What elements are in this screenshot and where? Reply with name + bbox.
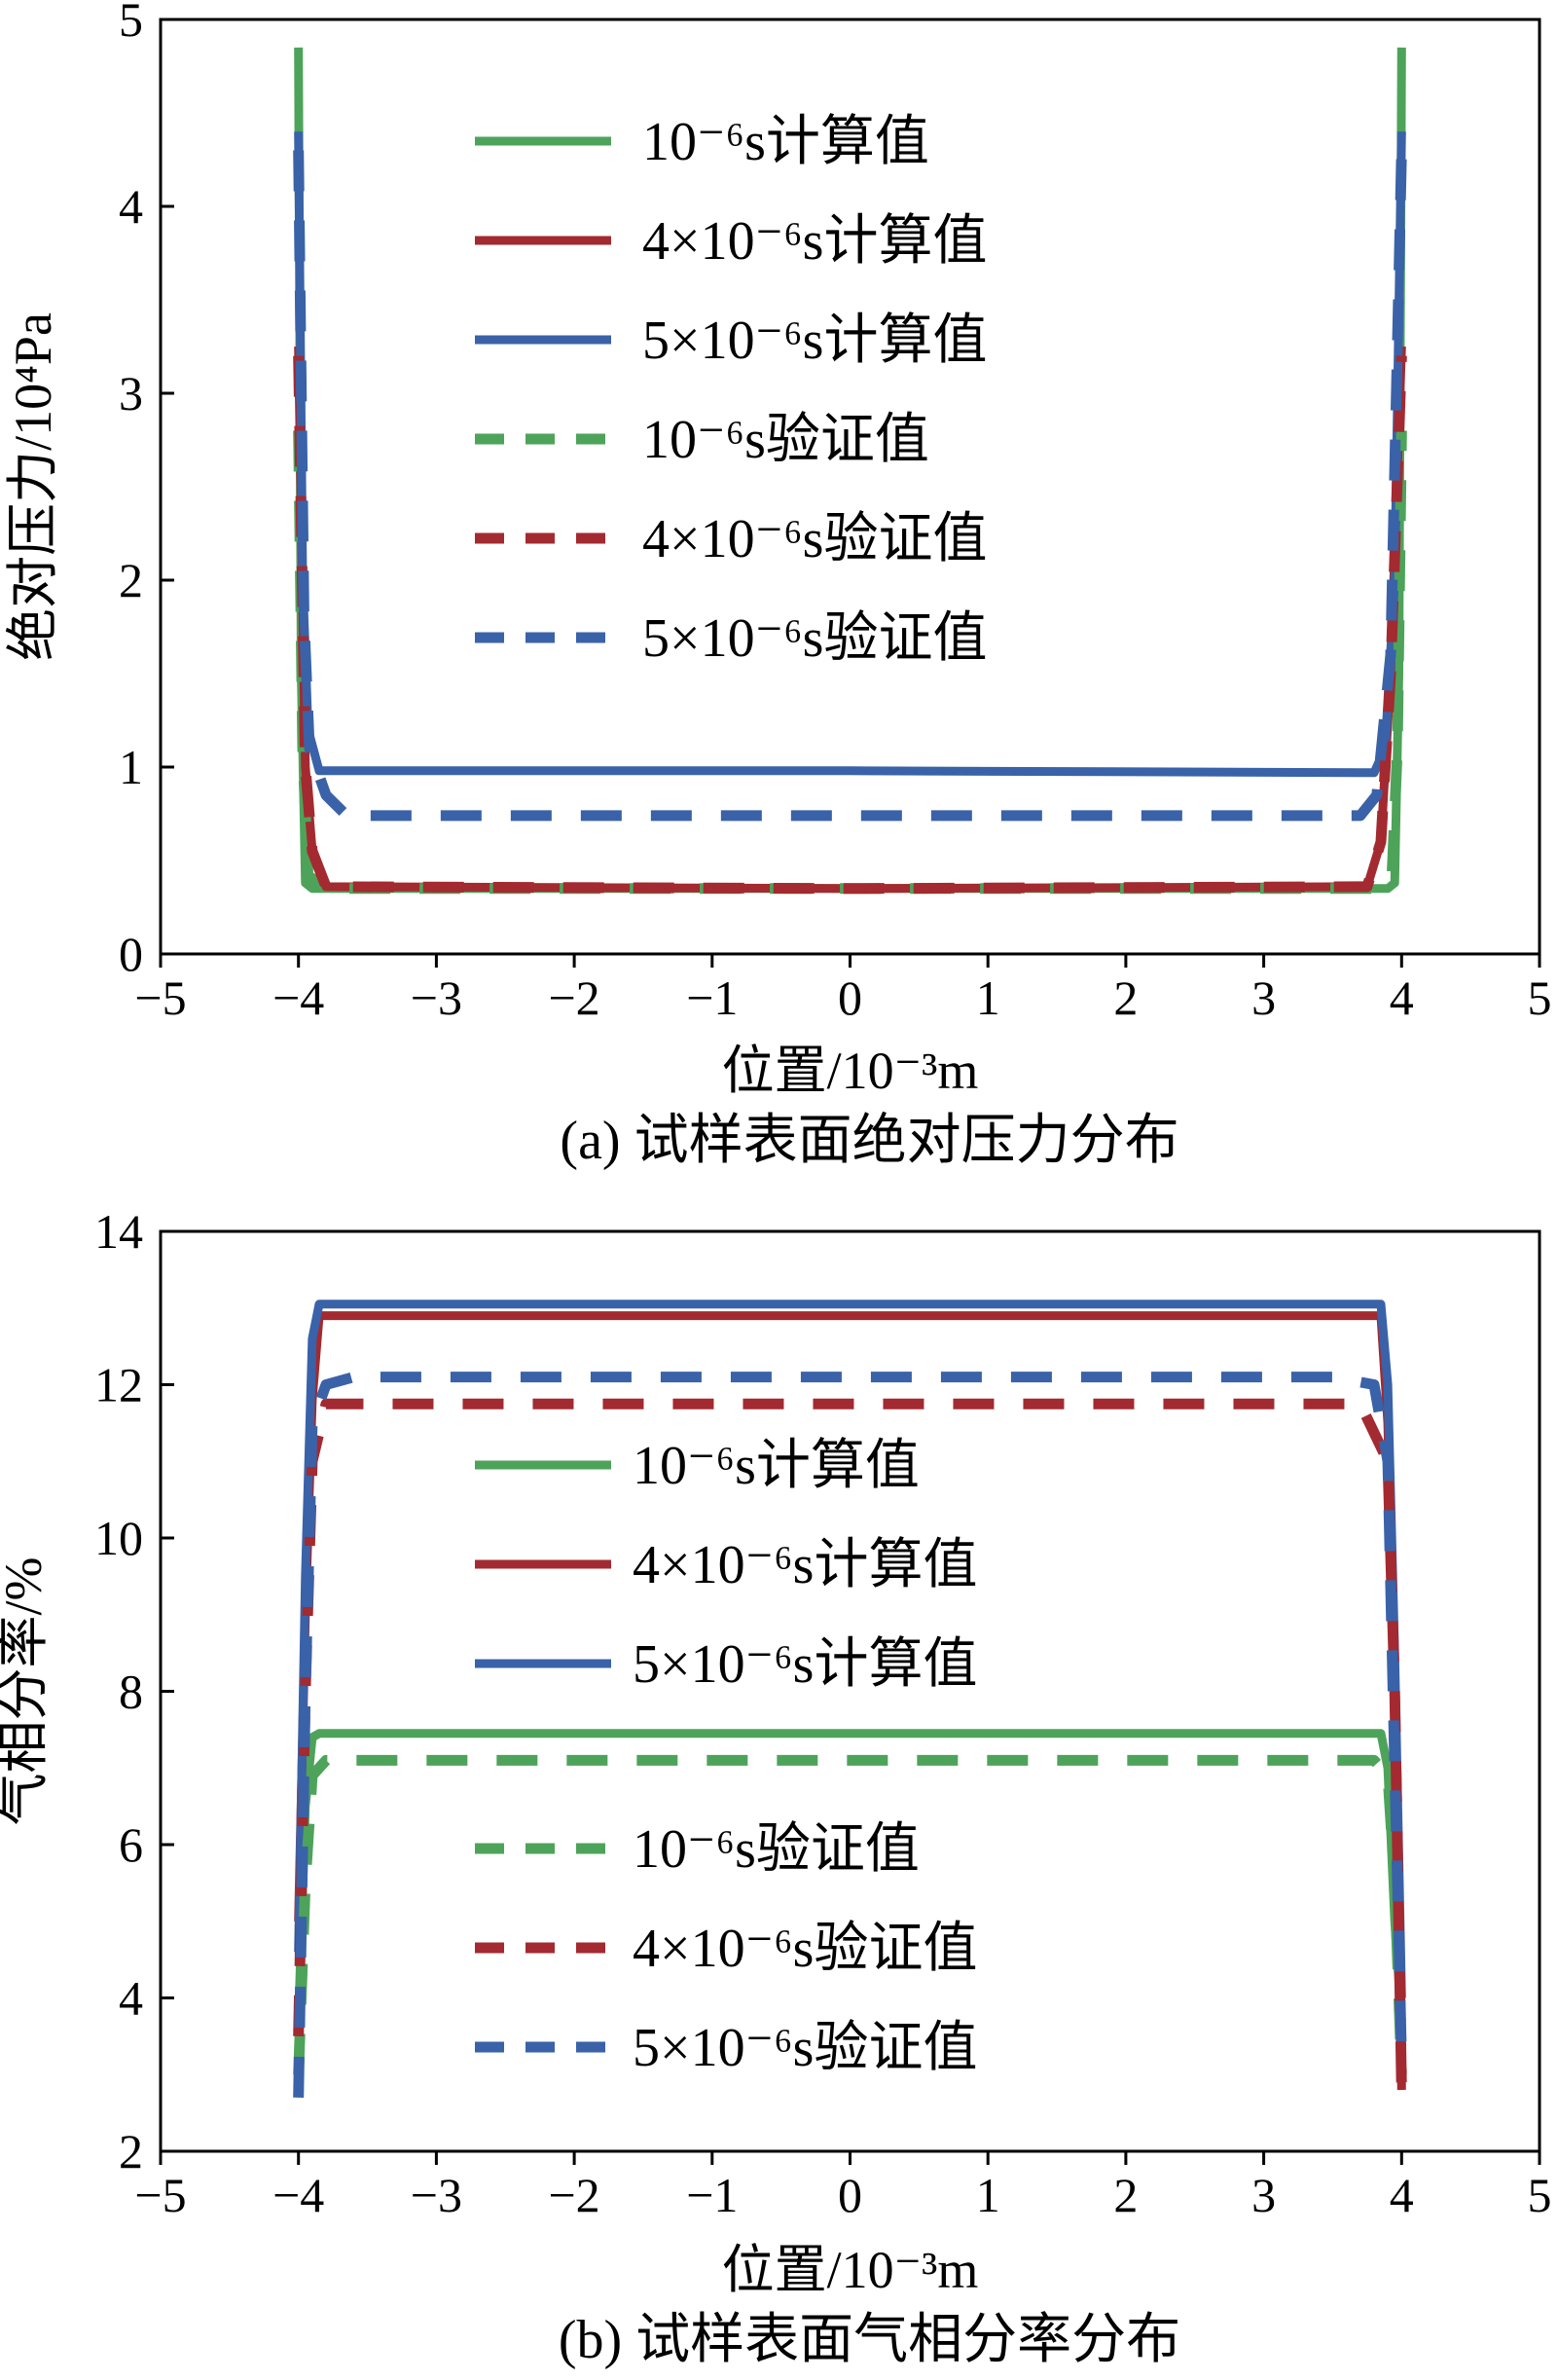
x-tick-label: −5 bbox=[134, 2168, 186, 2222]
legend-label-5: 4×10⁻⁶s验证值 bbox=[642, 509, 987, 569]
legend-label-2: 4×10⁻⁶s计算值 bbox=[633, 1535, 977, 1595]
x-tick-label: −3 bbox=[411, 970, 462, 1025]
y-tick-label: 1 bbox=[119, 740, 143, 794]
series-line-5-red-dashed bbox=[293, 1398, 1407, 2091]
legend: 10⁻⁶s计算值 4×10⁻⁶s计算值 5×10⁻⁶s计算值 10⁻⁶s验证值 4×10… bbox=[475, 112, 987, 669]
y-tick-label: 0 bbox=[119, 927, 143, 981]
x-tick-label: −3 bbox=[411, 2168, 462, 2222]
x-axis-label: 位置/10⁻³m bbox=[722, 1042, 979, 1100]
y-tick-label: 6 bbox=[119, 1817, 143, 1872]
legend-label-2: 4×10⁻⁶s计算值 bbox=[642, 211, 987, 272]
x-tick-label: −1 bbox=[686, 970, 738, 1025]
series-group bbox=[293, 1300, 1407, 2098]
legend-label-6: 5×10⁻⁶s验证值 bbox=[633, 2018, 977, 2078]
x-tick-label: 2 bbox=[1113, 970, 1138, 1025]
series-line-5-red-dashed bbox=[293, 355, 1407, 895]
x-tick-label: −4 bbox=[272, 970, 324, 1025]
y-axis-label: 绝对压力/10⁴Pa bbox=[4, 312, 62, 661]
y-tick-label: 12 bbox=[94, 1358, 143, 1412]
legend-label-5: 4×10⁻⁶s验证值 bbox=[633, 1919, 977, 1979]
x-tick-label: −5 bbox=[134, 970, 186, 1025]
legend: 10⁻⁶s计算值 4×10⁻⁶s计算值 5×10⁻⁶s计算值 10⁻⁶s验证值 4×10… bbox=[475, 1436, 977, 2078]
x-tick-label: −1 bbox=[686, 2168, 738, 2222]
chart-panel-a: −5 −4 −3 −2 −1 0 1 2 3 4 5 0 1 2 3 4 5 位置/10⁻³m 绝对压力/10⁴Pa… bbox=[4, 0, 1552, 1171]
x-tick-label: 5 bbox=[1528, 970, 1552, 1025]
x-tick-label: 1 bbox=[976, 2168, 1000, 2222]
x-tick-label: 3 bbox=[1251, 2168, 1276, 2222]
y-axis-label: 气相分率/% bbox=[0, 1557, 53, 1826]
x-tick-label: 4 bbox=[1390, 970, 1414, 1025]
legend-label-6: 5×10⁻⁶s验证值 bbox=[642, 608, 987, 669]
x-axis-label: 位置/10⁻³m bbox=[722, 2241, 979, 2299]
series-line-6-blue-dashed bbox=[293, 1372, 1407, 2098]
x-tick-label: 5 bbox=[1528, 2168, 1552, 2222]
figure-caption: (a) 试样表面绝对压力分布 bbox=[560, 1111, 1178, 1171]
legend-label-4: 10⁻⁶s验证值 bbox=[633, 1819, 920, 1880]
figure-caption: (b) 试样表面气相分率分布 bbox=[559, 2310, 1180, 2370]
y-tick-label: 4 bbox=[119, 1971, 143, 2026]
y-tick-label: 8 bbox=[119, 1665, 143, 1719]
y-tick-label: 2 bbox=[119, 553, 143, 607]
x-tick-label: 2 bbox=[1113, 2168, 1138, 2222]
x-tick-label: −4 bbox=[272, 2168, 324, 2222]
y-tick-label: 4 bbox=[119, 179, 143, 234]
series-group bbox=[293, 47, 1407, 895]
legend-label-3: 5×10⁻⁶s计算值 bbox=[642, 311, 987, 371]
y-tick-label: 14 bbox=[94, 1204, 143, 1259]
x-tick-label: −2 bbox=[548, 970, 599, 1025]
series-line-6-blue-dashed bbox=[293, 150, 1407, 822]
x-tick-label: 3 bbox=[1251, 970, 1276, 1025]
y-tick-label: 5 bbox=[119, 0, 143, 47]
y-tick-label: 10 bbox=[94, 1511, 143, 1565]
x-tick-label: 4 bbox=[1390, 2168, 1414, 2222]
legend-label-3: 5×10⁻⁶s计算值 bbox=[633, 1634, 977, 1695]
legend-label-4: 10⁻⁶s验证值 bbox=[642, 410, 929, 470]
x-tick-label: −2 bbox=[548, 2168, 599, 2222]
y-tick-label: 2 bbox=[119, 2124, 143, 2179]
y-tick-label: 3 bbox=[119, 366, 143, 421]
x-tick-label: 0 bbox=[838, 970, 862, 1025]
x-tick-label: 0 bbox=[838, 2168, 862, 2222]
legend-label-1: 10⁻⁶s计算值 bbox=[642, 112, 929, 172]
x-tick-label: 1 bbox=[976, 970, 1000, 1025]
legend-label-1: 10⁻⁶s计算值 bbox=[633, 1436, 920, 1496]
chart-panel-b: −5 −4 −3 −2 −1 0 1 2 3 4 52468101214位置/10⁻³m气相分率/%… bbox=[0, 1204, 1552, 2370]
